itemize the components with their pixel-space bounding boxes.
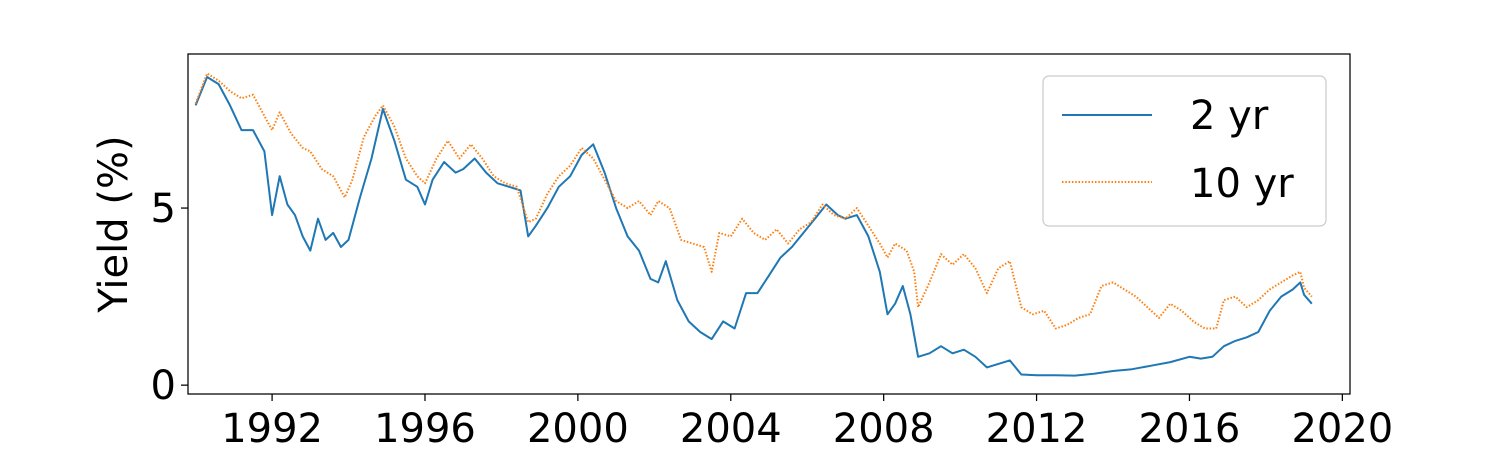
legend: 2 yr 10 yr bbox=[1042, 75, 1327, 227]
x-tick-label: 2000 bbox=[527, 406, 629, 450]
x-tick-label: 2016 bbox=[1139, 406, 1241, 450]
legend-label-10-yr: 10 yr bbox=[1190, 161, 1294, 207]
x-axis: 1992 1996 2000 2004 2008 2012 2016 2020 bbox=[221, 394, 1393, 450]
y-tick-label: 0 bbox=[151, 363, 176, 409]
y-axis: 05 bbox=[151, 186, 188, 409]
y-tick-label: 5 bbox=[151, 186, 176, 232]
x-tick-label: 2004 bbox=[680, 406, 782, 450]
x-tick-label: 1996 bbox=[374, 406, 476, 450]
x-tick-label: 2020 bbox=[1291, 406, 1393, 450]
legend-label-2-yr: 2 yr bbox=[1190, 93, 1269, 139]
legend-box bbox=[1042, 75, 1327, 227]
series-line-2-yr bbox=[194, 76, 1313, 377]
plot-frame bbox=[187, 53, 1351, 395]
x-tick-label: 2008 bbox=[833, 406, 935, 450]
series-layer bbox=[194, 72, 1313, 377]
x-tick-label: 2012 bbox=[986, 406, 1088, 450]
x-tick-label: 1992 bbox=[221, 406, 323, 450]
series-line-10-yr bbox=[194, 72, 1313, 330]
y-axis-label: Yield (%) bbox=[91, 135, 137, 313]
